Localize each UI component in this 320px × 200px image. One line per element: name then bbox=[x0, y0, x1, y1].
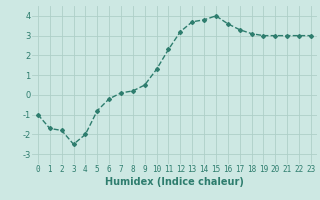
X-axis label: Humidex (Indice chaleur): Humidex (Indice chaleur) bbox=[105, 177, 244, 187]
